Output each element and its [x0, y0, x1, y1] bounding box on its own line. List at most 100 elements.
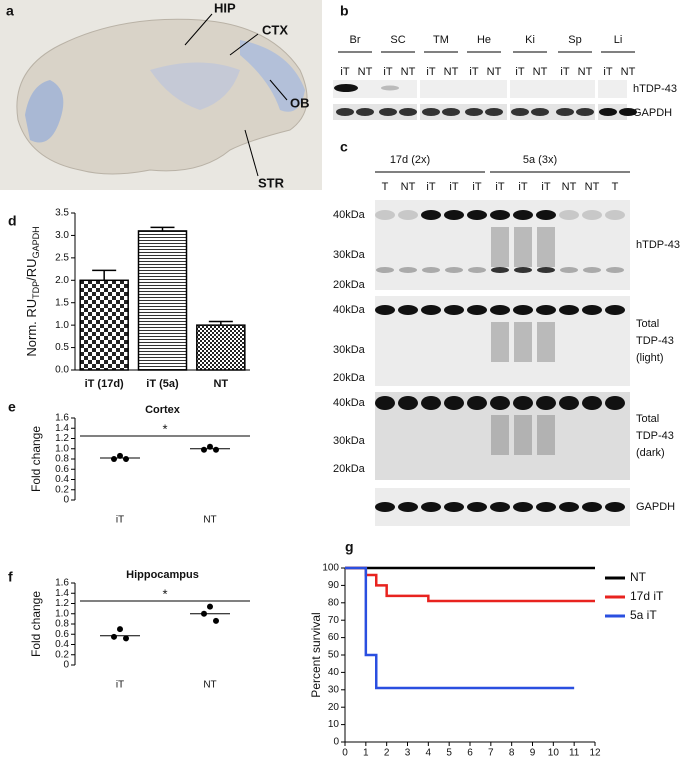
blot-label: Total [636, 318, 659, 330]
bar [196, 324, 246, 371]
blot-label: hTDP-43 [636, 239, 680, 251]
annotation: HIP [214, 0, 236, 15]
x-tick-label: 1 [363, 748, 369, 759]
smear [514, 322, 532, 362]
x-tick-label: 4 [426, 748, 432, 759]
panel-label: a [6, 3, 14, 19]
x-tick-label: 11 [569, 748, 580, 759]
blot-label: GAPDH [636, 501, 675, 513]
marker-label: 40kDa [333, 209, 366, 221]
y-tick-label: 1.0 [55, 443, 69, 454]
band [421, 396, 441, 410]
band [398, 502, 418, 512]
y-tick-label: 0.2 [55, 649, 69, 660]
band [398, 396, 418, 410]
band [556, 108, 574, 116]
dot [117, 452, 123, 459]
y-tick-label: 1.5 [55, 297, 69, 308]
band [399, 267, 417, 273]
band [619, 108, 637, 116]
band [356, 108, 374, 116]
band [421, 210, 441, 220]
band [490, 396, 510, 410]
band [537, 267, 555, 273]
legend-label: NT [630, 570, 647, 584]
band [491, 267, 509, 273]
olfactory-bulb [240, 40, 305, 112]
lane-label: iT [426, 66, 435, 78]
band [375, 305, 395, 315]
tissue-label: Ki [525, 34, 535, 46]
tissue-label: Li [614, 34, 623, 46]
y-tick-label: 20 [328, 702, 340, 713]
lane-label: NT [585, 181, 600, 193]
y-tick-label: 90 [328, 580, 340, 591]
band [375, 396, 395, 410]
x-tick-label: 10 [548, 748, 560, 759]
band [444, 502, 464, 512]
band [514, 267, 532, 273]
tissue-label: He [477, 34, 491, 46]
y-tick-label: 0.0 [55, 365, 69, 376]
group-label: 5a (3x) [523, 154, 557, 166]
lane-label: T [612, 181, 619, 193]
panel-label: c [340, 139, 348, 155]
lane-label: iT [449, 181, 458, 193]
band [465, 108, 483, 116]
significance-label: * [162, 421, 167, 436]
marker-label: 20kDa [333, 372, 366, 384]
band [582, 305, 602, 315]
lane-label: iT [340, 66, 349, 78]
blot-label: TDP-43 [636, 335, 674, 347]
marker-label: 20kDa [333, 463, 366, 475]
dot [207, 603, 213, 610]
band [605, 502, 625, 512]
dot [123, 456, 129, 462]
blot [333, 80, 417, 98]
lane-label: NT [358, 66, 373, 78]
lane-label: NT [487, 66, 502, 78]
band [513, 502, 533, 512]
y-tick-label: 0.4 [55, 639, 69, 650]
x-tick-label: 2 [384, 748, 390, 759]
y-tick-label: 1.4 [55, 423, 69, 434]
tissue-label: Sp [568, 34, 581, 46]
x-tick-label: iT [116, 680, 124, 691]
y-tick-label: 0.5 [55, 342, 69, 353]
y-tick-label: 0.6 [55, 629, 69, 640]
band [379, 108, 397, 116]
lane-label: NT [562, 181, 577, 193]
band [336, 108, 354, 116]
band [490, 210, 510, 220]
panel-label: b [340, 3, 349, 19]
band [422, 267, 440, 273]
blot-label: TDP-43 [636, 430, 674, 442]
band [583, 267, 601, 273]
x-tick-label: iT (5a) [146, 378, 179, 390]
band [334, 84, 358, 92]
y-tick-label: 1.2 [55, 433, 69, 444]
lane-label: iT [495, 181, 504, 193]
band [536, 210, 556, 220]
y-tick-label: 0.2 [55, 484, 69, 495]
smear [491, 415, 509, 455]
band [582, 396, 602, 410]
smear [537, 415, 555, 455]
lane-label: NT [401, 181, 416, 193]
x-tick-label: 5 [446, 748, 452, 759]
band [444, 210, 464, 220]
y-tick-label: 1.2 [55, 598, 69, 609]
y-tick-label: 0.4 [55, 474, 69, 485]
lane-label: iT [383, 66, 392, 78]
marker-label: 30kDa [333, 344, 366, 356]
blot [420, 104, 507, 120]
band [445, 267, 463, 273]
y-axis-label-part: GAPDH [31, 226, 41, 258]
band [485, 108, 503, 116]
y-tick-label: 2.5 [55, 252, 69, 263]
y-tick-label: 0.8 [55, 454, 69, 465]
lane-label: iT [472, 181, 481, 193]
y-tick-label: 0 [333, 737, 339, 748]
blot [598, 80, 627, 98]
lane-label: iT [469, 66, 478, 78]
